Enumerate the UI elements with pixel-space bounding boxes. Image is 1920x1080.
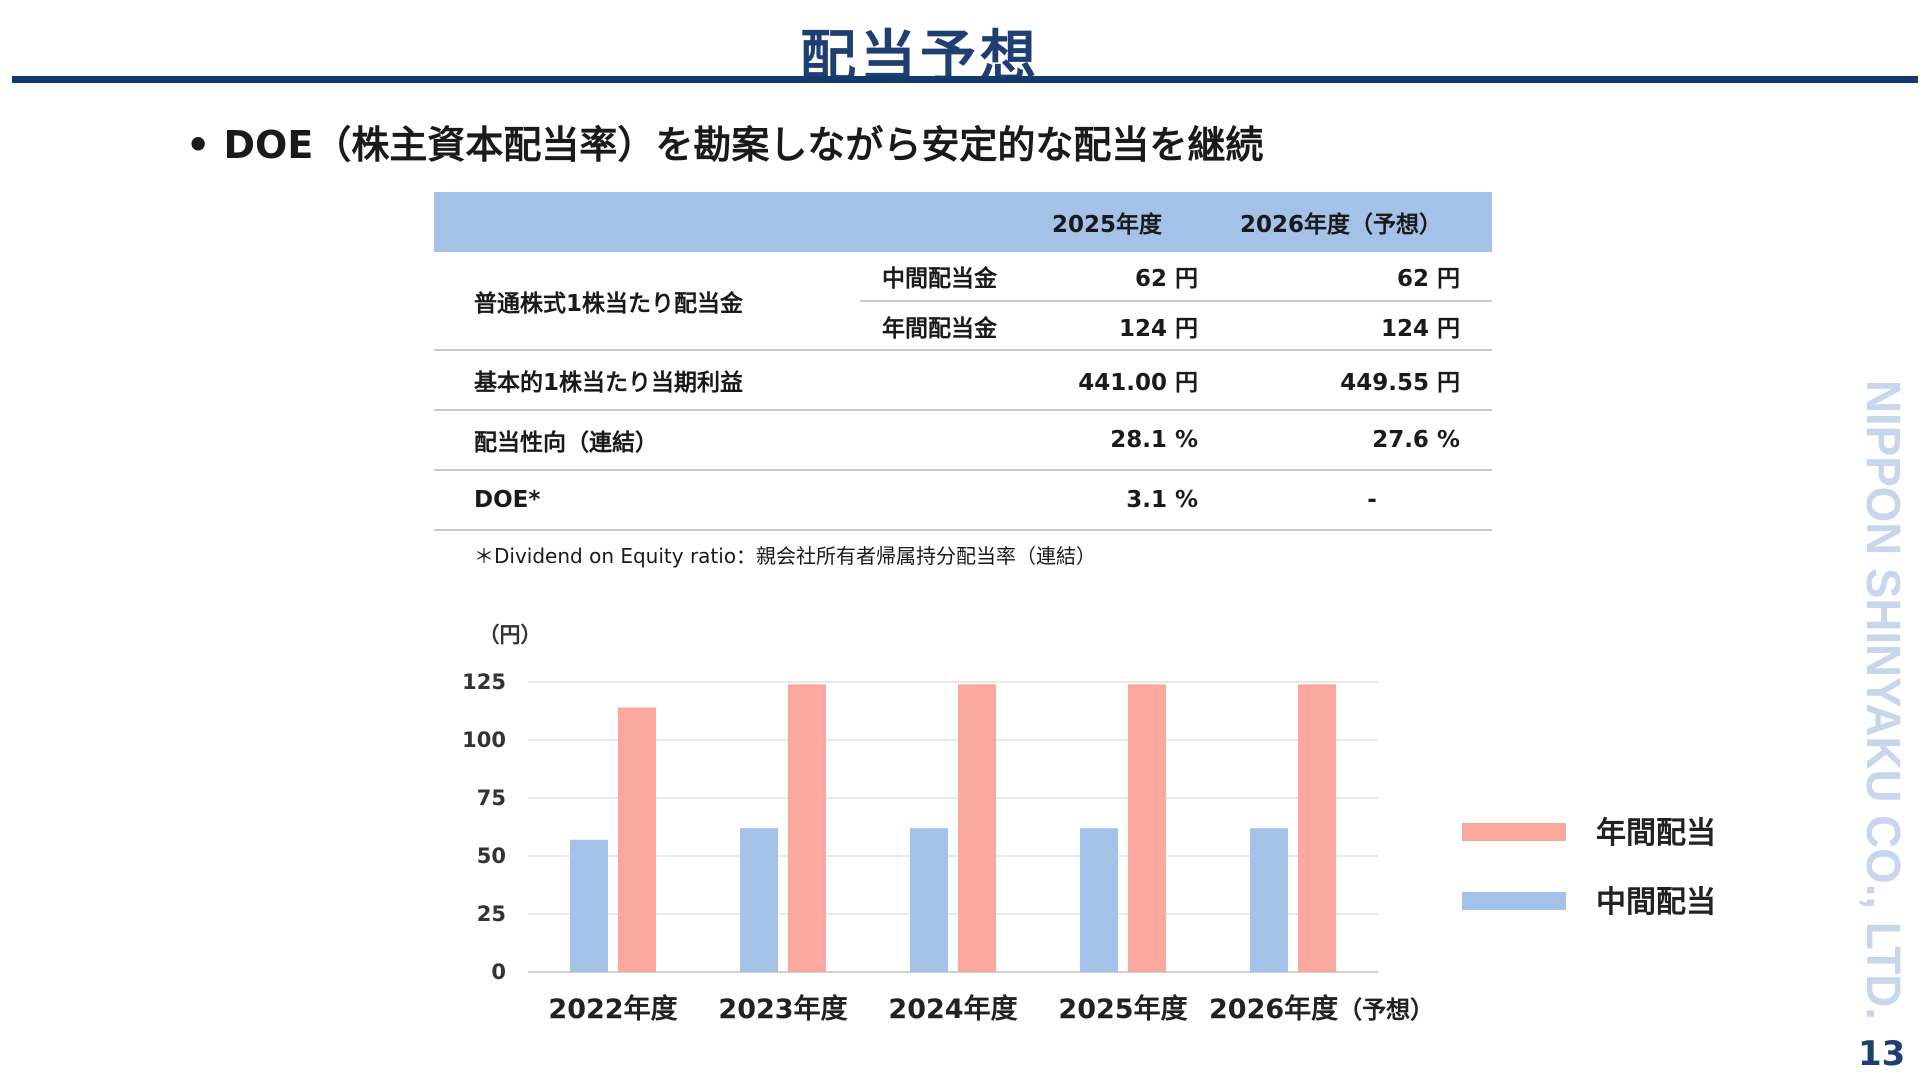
bar-annual	[618, 707, 656, 972]
page-number: 13	[1858, 1034, 1906, 1074]
row-sublabel-annual: 年間配当金	[860, 301, 1016, 351]
footnote: ＊Dividend on Equity ratio：親会社所有者帰属持分配当率（…	[474, 544, 1097, 568]
x-tick-label: 2022年度	[548, 993, 677, 1025]
row-sublabel	[860, 350, 1016, 411]
table-header-cell	[434, 192, 860, 252]
row-sublabel	[860, 410, 1016, 471]
y-tick-label: 125	[462, 670, 506, 694]
bar-interim	[570, 839, 608, 972]
brand-text: NIPPON SHINYAKU CO., LTD.	[1856, 380, 1907, 1020]
title-rule	[12, 76, 1918, 83]
legend-swatch	[1462, 823, 1566, 841]
cell-2025: 62 円	[1016, 252, 1222, 302]
bar-interim	[1080, 828, 1118, 972]
cell-2026: 449.55 円	[1222, 350, 1492, 411]
legend-label: 年間配当	[1596, 816, 1716, 851]
y-axis-label: （円）	[479, 623, 542, 647]
x-tick-label: 2025年度	[1058, 993, 1187, 1025]
row-sublabel-interim: 中間配当金	[860, 252, 1016, 302]
cell-2025: 124 円	[1016, 301, 1222, 351]
legend-label: 中間配当	[1596, 885, 1716, 920]
bar-annual	[958, 684, 996, 972]
header-2026: 2026年度（予想）	[1222, 192, 1492, 252]
y-tick-label: 25	[477, 902, 506, 926]
x-tick-label: 2023年度	[718, 993, 847, 1025]
bar-annual	[1128, 684, 1166, 972]
bar-interim	[740, 828, 778, 972]
cell-2026: 124 円	[1222, 301, 1492, 351]
cell-2026: 27.6 %	[1222, 410, 1492, 471]
row-label-payout-ratio: 配当性向（連結）	[434, 410, 860, 471]
cell-2026: -	[1222, 470, 1492, 531]
header-2025: 2025年度	[1016, 192, 1222, 252]
bar-interim	[1250, 828, 1288, 972]
row-label-eps: 基本的1株当たり当期利益	[434, 350, 860, 411]
headline-bullet: • DOE（株主資本配当率）を勘案しながら安定的な配当を継続	[186, 123, 1264, 167]
table-row: 配当性向（連結） 28.1 % 27.6 %	[434, 410, 1492, 471]
x-tick-label: 2026年度（予想）	[1209, 993, 1434, 1025]
company-brand-vertical: NIPPON SHINYAKU CO., LTD.	[1856, 380, 1907, 1020]
bar-annual	[1298, 684, 1336, 972]
table-row: 普通株式1株当たり配当金 中間配当金 62 円 62 円	[434, 252, 1492, 351]
x-tick-label: 2024年度	[888, 993, 1017, 1025]
table-row: DOE* 3.1 % -	[434, 470, 1492, 531]
table-row: 年間配当金 124 円 124 円	[434, 301, 1492, 351]
y-tick-label: 0	[491, 960, 506, 984]
y-tick-label: 100	[462, 728, 506, 752]
cell-2025: 441.00 円	[1016, 350, 1222, 411]
y-tick-label: 50	[477, 844, 506, 868]
row-sublabel	[860, 470, 1016, 531]
cell-2025: 28.1 %	[1016, 410, 1222, 471]
table-header-row: 2025年度 2026年度（予想）	[434, 192, 1492, 252]
row-label-doe: DOE*	[434, 470, 860, 531]
dividend-bar-chart: （円） 0 25 50 75 100 125 2022年度 2023年度 2024年度 2025年度…	[462, 623, 1716, 1025]
cell-2026: 62 円	[1222, 252, 1492, 302]
cell-2025: 3.1 %	[1016, 470, 1222, 531]
y-tick-label: 75	[477, 786, 506, 810]
bar-annual	[788, 684, 826, 972]
bar-interim	[910, 828, 948, 972]
legend-swatch	[1462, 892, 1566, 910]
table-row: 基本的1株当たり当期利益 441.00 円 449.55 円	[434, 350, 1492, 411]
table-header-cell	[860, 192, 1016, 252]
row-label-dividend-per-share: 普通株式1株当たり配当金	[434, 252, 860, 351]
dividend-table: 2025年度 2026年度（予想） 普通株式1株当たり配当金 中間配当金 62 …	[434, 192, 1492, 531]
